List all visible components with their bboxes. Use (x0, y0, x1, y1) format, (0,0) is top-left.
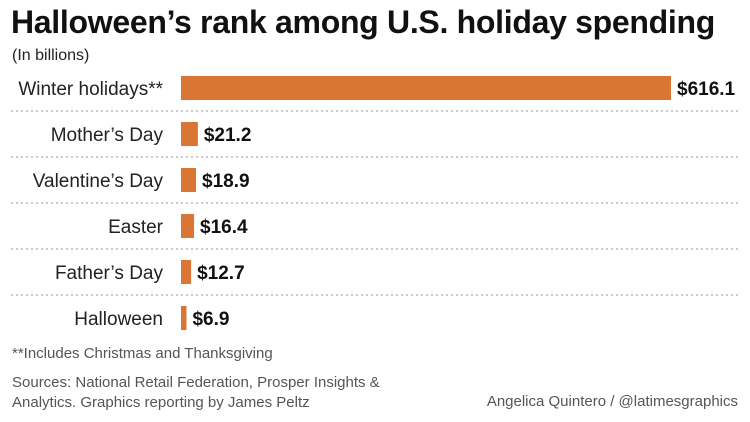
category-label-winter-holidays: Winter holidays** (18, 79, 163, 100)
bar-mother-s-day (181, 122, 198, 146)
credit-text: Angelica Quintero / @latimesgraphics (486, 393, 738, 410)
value-label-winter-holidays: $616.1 (677, 79, 736, 100)
bar-halloween (181, 306, 187, 330)
bar-chart: Winter holidays** $616.1 Mother’s Day $21.2… (11, 76, 739, 330)
bar-easter (181, 214, 195, 238)
value-label-halloween: $6.9 (192, 309, 229, 330)
value-label-valentine-s-day: $18.9 (202, 171, 250, 192)
category-label-father-s-day: Father’s Day (55, 263, 164, 284)
bar-winter-holidays (181, 76, 671, 100)
chart-title: Halloween’s rank among U.S. holiday spen… (11, 4, 715, 40)
category-label-valentine-s-day: Valentine’s Day (33, 171, 164, 192)
sources-text: Sources: National Retail Federation, Pro… (12, 374, 380, 411)
category-label-halloween: Halloween (74, 309, 163, 330)
category-label-mother-s-day: Mother’s Day (51, 125, 164, 146)
footnote: **Includes Christmas and Thanksgiving (12, 345, 273, 362)
chart-subtitle: (In billions) (12, 47, 90, 64)
value-label-father-s-day: $12.7 (197, 263, 245, 284)
value-label-easter: $16.4 (200, 217, 248, 238)
category-label-easter: Easter (108, 217, 164, 238)
bar-valentine-s-day (181, 168, 197, 192)
value-label-mother-s-day: $21.2 (204, 125, 252, 146)
bar-father-s-day (181, 260, 192, 284)
